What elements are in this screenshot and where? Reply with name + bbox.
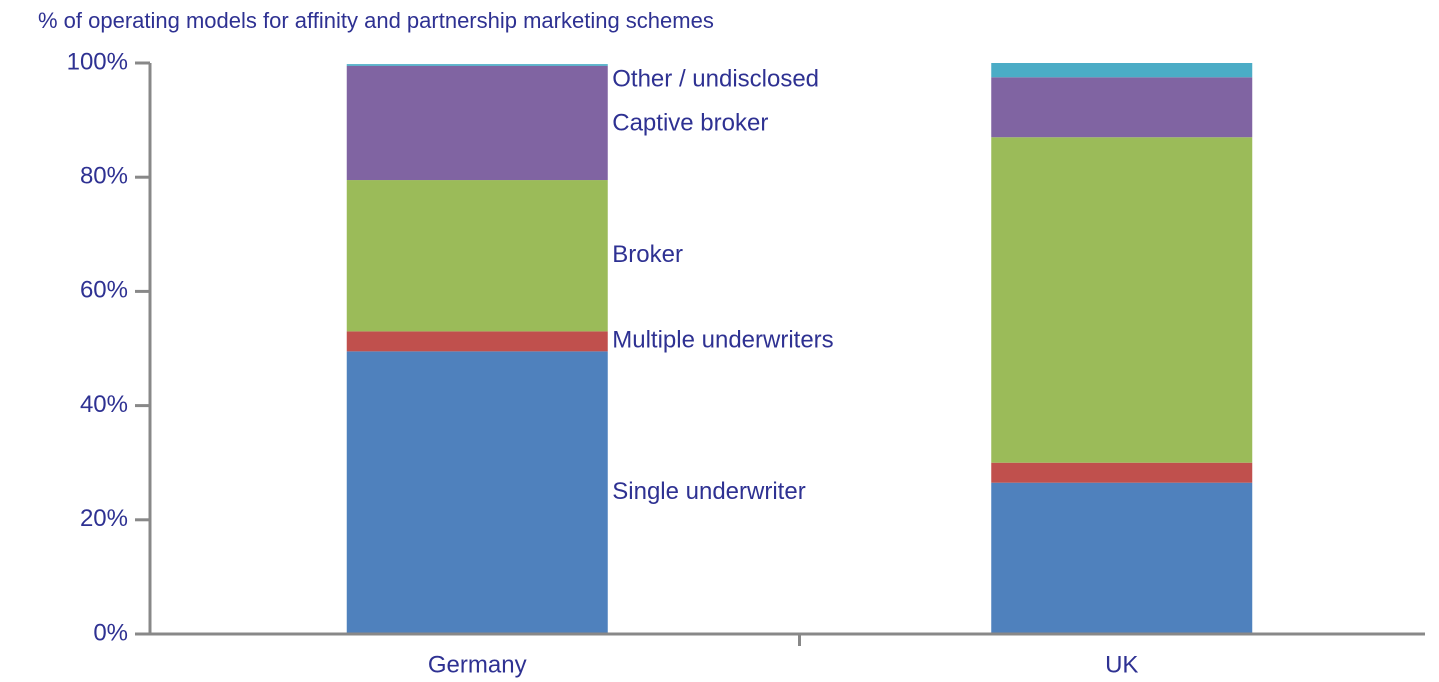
bar-segment <box>991 77 1253 138</box>
series-label: Other / undisclosed <box>612 65 819 92</box>
series-label: Broker <box>612 241 683 268</box>
y-tick-label: 80% <box>80 163 128 190</box>
bar-segment <box>991 63 1253 78</box>
bar-segment <box>346 331 608 352</box>
bar-segment <box>991 137 1253 463</box>
y-tick-label: 40% <box>80 391 128 418</box>
bar-segment <box>991 482 1253 634</box>
y-tick-label: 0% <box>93 619 128 646</box>
series-label: Captive broker <box>612 109 768 136</box>
bar-segment <box>346 65 608 181</box>
bar-segment <box>346 351 608 634</box>
series-label: Single underwriter <box>612 478 805 505</box>
y-tick-label: 20% <box>80 505 128 532</box>
x-tick-label: UK <box>1105 651 1138 678</box>
bar-segment <box>346 64 608 66</box>
y-tick-label: 100% <box>67 48 128 75</box>
y-tick-label: 60% <box>80 277 128 304</box>
chart-title: % of operating models for affinity and p… <box>38 8 714 33</box>
series-label: Multiple underwriters <box>612 327 833 354</box>
bar-segment <box>991 462 1253 483</box>
bar-segment <box>346 180 608 332</box>
x-tick-label: Germany <box>428 651 527 678</box>
